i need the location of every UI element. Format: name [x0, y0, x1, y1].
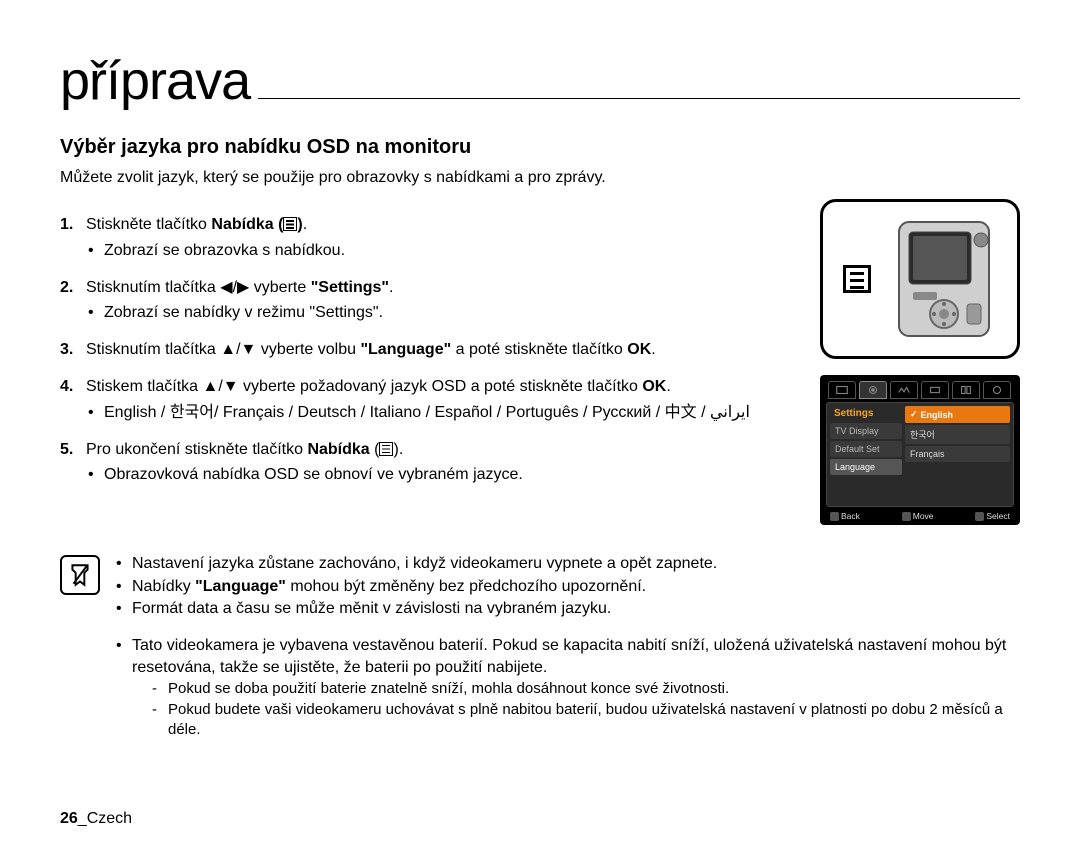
step-3: Stisknutím tlačítka ▲/▼ vyberte volbu "L…: [60, 338, 792, 361]
step-2: Stisknutím tlačítka ◀/▶ vyberte "Setting…: [60, 276, 792, 324]
osd-footer-select: Select: [975, 511, 1010, 521]
osd-tab-settings-icon: [859, 381, 887, 399]
menu-button-illustration: [833, 251, 881, 307]
osd-left-item: Default Set: [830, 441, 902, 457]
osd-tab-icon: [921, 381, 949, 399]
osd-footer-back: Back: [830, 511, 860, 521]
osd-option: Français: [905, 446, 1010, 462]
figure-osd-screenshot: Settings TV Display Default Set Language…: [820, 375, 1020, 525]
step-5: Pro ukončení stiskněte tlačítko Nabídka …: [60, 438, 792, 486]
osd-option: 한국어: [905, 425, 1010, 444]
menu-icon: [379, 442, 393, 456]
page-footer: 26_Czech: [60, 810, 132, 828]
note-subitem: Pokud budete vaši videokameru uchovávat …: [152, 700, 1020, 741]
osd-tab-icon: [983, 381, 1011, 399]
osd-left-item-selected: Language: [830, 459, 902, 475]
step-2-sub: Zobrazí se nabídky v režimu "Settings".: [88, 301, 792, 324]
osd-footer-move: Move: [902, 511, 934, 521]
step-1-sub: Zobrazí se obrazovka s nabídkou.: [88, 239, 792, 262]
note-item: Nastavení jazyka zůstane zachováno, i kd…: [116, 553, 1020, 575]
figure-camera: [820, 199, 1020, 359]
osd-left-item: TV Display: [830, 423, 902, 439]
step-5-sub: Obrazovková nabídka OSD se obnoví ve vyb…: [88, 463, 792, 486]
note-item: Tato videokamera je vybavena vestavěnou …: [116, 635, 1020, 741]
menu-icon: [283, 217, 297, 231]
title-rule: [258, 98, 1020, 99]
osd-tab-icon: [952, 381, 980, 399]
notes-list: Nastavení jazyka zůstane zachováno, i kd…: [116, 553, 1020, 740]
note-subitem: Pokud se doba použití baterie znatelně s…: [152, 679, 1020, 699]
step-4: Stiskem tlačítka ▲/▼ vyberte požadovaný …: [60, 375, 792, 423]
step-4-sub: English / 한국어/ Français / Deutsch / Ital…: [88, 401, 792, 424]
camera-illustration: [889, 214, 999, 344]
check-icon: ✓: [910, 409, 918, 420]
osd-option-highlighted: ✓English: [905, 406, 1010, 423]
note-item: Nabídky "Language" mohou být změněny bez…: [116, 576, 1020, 598]
section-subtitle: Výběr jazyka pro nabídku OSD na monitoru: [60, 136, 1020, 159]
steps-list: Stiskněte tlačítko Nabídka (). Zobrazí s…: [60, 213, 792, 486]
osd-tab-icon: [828, 381, 856, 399]
page-title: příprava: [60, 50, 250, 112]
note-icon: [60, 555, 100, 595]
osd-left-header: Settings: [830, 406, 902, 421]
osd-tab-icon: [890, 381, 918, 399]
step-1: Stiskněte tlačítko Nabídka (). Zobrazí s…: [60, 213, 792, 261]
note-item: Formát data a času se může měnit v závis…: [116, 598, 1020, 620]
lead-text: Můžete zvolit jazyk, který se použije pr…: [60, 167, 1020, 189]
